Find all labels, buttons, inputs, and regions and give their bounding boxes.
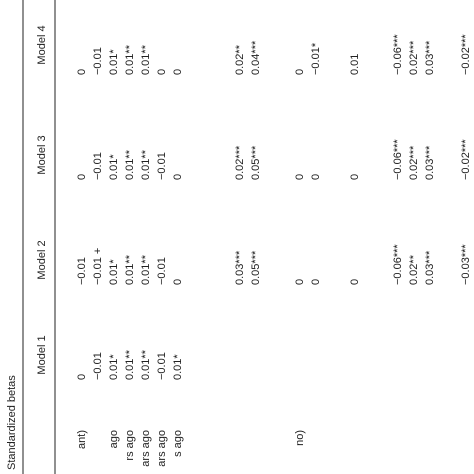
cell-value: 0 [76, 174, 88, 180]
cell-value: 0.03*** [424, 250, 436, 285]
column-header: Model 2 [36, 240, 48, 279]
cell-value: 0 [310, 279, 322, 285]
cell-value: 0.02*** [408, 40, 420, 75]
cell-value: 0.01** [124, 254, 136, 285]
cell-value: 0.02** [408, 254, 420, 285]
row-label: no) [294, 430, 306, 446]
cell-value: 0.04*** [250, 40, 262, 75]
cell-value: 0.05*** [250, 250, 262, 285]
cell-value: 0 [349, 279, 361, 285]
cell-value: −0.01 [92, 352, 104, 380]
cell-value: 0.01** [140, 149, 152, 180]
cell-value: 0.01** [124, 44, 136, 75]
cell-value: 0.01** [140, 254, 152, 285]
cell-value: 0.01* [108, 154, 120, 180]
cell-value: −0.06*** [392, 244, 404, 285]
cell-value: −0.01 [92, 47, 104, 75]
cell-value: 0.01** [140, 349, 152, 380]
cell-value: 0 [76, 69, 88, 75]
cell-value: −0.01* [310, 42, 322, 75]
row-label: ago [108, 430, 120, 448]
cell-value: 0 [294, 279, 306, 285]
column-header: Model 4 [36, 25, 48, 64]
cell-value: 0.01* [108, 49, 120, 75]
cell-value: 0.01** [124, 149, 136, 180]
cell-value: 0.05*** [250, 145, 262, 180]
cell-value: 0 [294, 69, 306, 75]
cell-value: 0.03*** [424, 145, 436, 180]
cell-value: 0 [172, 279, 184, 285]
cell-value: −0.06*** [392, 139, 404, 180]
column-header: Model 3 [36, 135, 48, 174]
cell-value: 0.01* [108, 259, 120, 285]
cell-value: −0.02*** [460, 34, 472, 75]
cell-value: −0.03*** [460, 244, 472, 285]
table-title: Standardized betas [6, 375, 18, 470]
rotated-table: Standardized betas Model 1 Model 2 Model 3… [6, 0, 472, 474]
cell-value: 0.01** [140, 44, 152, 75]
cell-value: −0.01 [156, 152, 168, 180]
cell-value: 0.03*** [234, 250, 246, 285]
cell-value: 0 [76, 374, 88, 380]
cell-value: 0 [156, 69, 168, 75]
cell-value: 0 [172, 174, 184, 180]
cell-value: 0.02*** [408, 145, 420, 180]
cell-value: −0.01 [156, 257, 168, 285]
cell-value: 0 [349, 174, 361, 180]
cell-value: −0.01 [156, 352, 168, 380]
cell-value: −0.01 [92, 152, 104, 180]
cell-value: 0 [310, 174, 322, 180]
cell-value: 0.01* [172, 354, 184, 380]
cell-value: 0.01** [124, 349, 136, 380]
row-label: ars ago [140, 430, 152, 467]
cell-value: 0.03*** [424, 40, 436, 75]
cell-value: 0.01* [108, 354, 120, 380]
row-label: ars ago [156, 430, 168, 467]
row-label: ant) [76, 430, 88, 449]
column-header: Model 1 [36, 335, 48, 374]
cell-value: 0.01 [349, 54, 361, 75]
cell-value: −0.01 + [92, 248, 104, 285]
cell-value: −0.06*** [392, 34, 404, 75]
row-label: rs ago [124, 430, 136, 461]
row-label: s ago [172, 430, 184, 457]
cell-value: −0.02*** [460, 139, 472, 180]
cell-value: 0.02** [234, 44, 246, 75]
cell-value: 0 [172, 69, 184, 75]
cell-value: −0.01 [76, 257, 88, 285]
cell-value: 0.02*** [234, 145, 246, 180]
cell-value: 0 [294, 174, 306, 180]
